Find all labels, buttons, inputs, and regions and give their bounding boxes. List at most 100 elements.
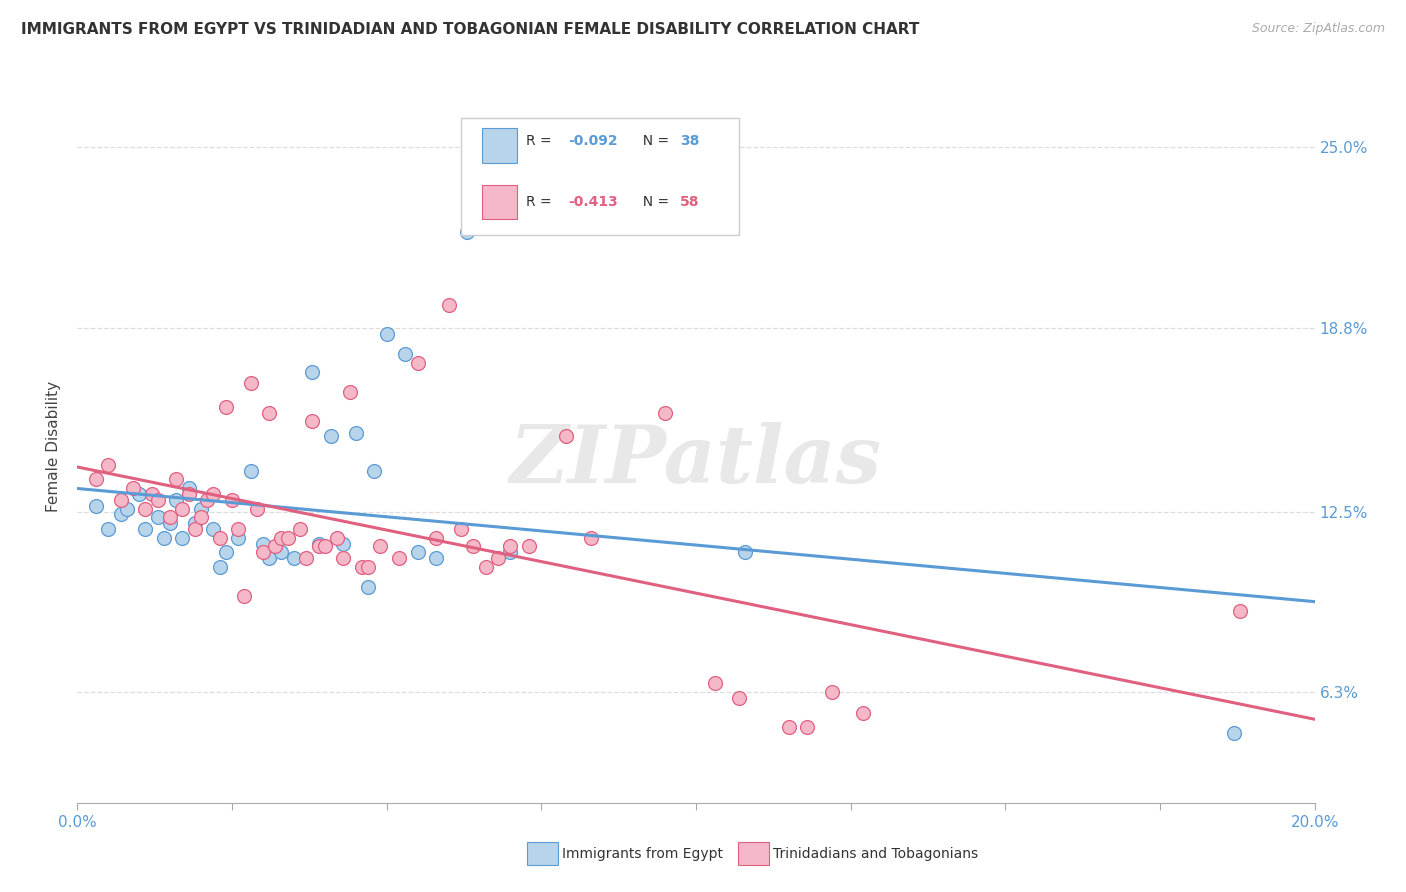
Point bbox=[110, 508, 132, 522]
Point bbox=[257, 405, 280, 419]
Point bbox=[821, 685, 844, 699]
Point bbox=[450, 522, 472, 536]
Point bbox=[319, 429, 342, 443]
Point bbox=[177, 481, 200, 495]
Text: R =: R = bbox=[526, 195, 557, 209]
Text: IMMIGRANTS FROM EGYPT VS TRINIDADIAN AND TOBAGONIAN FEMALE DISABILITY CORRELATIO: IMMIGRANTS FROM EGYPT VS TRINIDADIAN AND… bbox=[21, 22, 920, 37]
Point bbox=[215, 400, 238, 414]
Point bbox=[350, 560, 373, 574]
Point bbox=[264, 540, 287, 554]
Text: Trinidadians and Tobagonians: Trinidadians and Tobagonians bbox=[773, 847, 979, 861]
Point bbox=[226, 531, 249, 545]
Point bbox=[190, 501, 212, 516]
Point bbox=[190, 510, 212, 524]
Point bbox=[406, 356, 429, 370]
Point bbox=[332, 536, 354, 550]
Point bbox=[239, 464, 262, 478]
Point bbox=[456, 225, 478, 239]
Point bbox=[172, 501, 194, 516]
Point bbox=[852, 706, 875, 720]
Point bbox=[778, 720, 800, 734]
Point bbox=[165, 492, 187, 507]
Point bbox=[208, 560, 231, 574]
Point bbox=[165, 473, 187, 487]
Point bbox=[115, 501, 138, 516]
Point bbox=[84, 499, 107, 513]
Point bbox=[97, 458, 120, 472]
Text: N =: N = bbox=[634, 135, 673, 148]
Point bbox=[734, 545, 756, 559]
Point bbox=[463, 540, 485, 554]
Point bbox=[246, 501, 269, 516]
Point bbox=[128, 487, 150, 501]
Y-axis label: Female Disability: Female Disability bbox=[46, 380, 62, 512]
Point bbox=[159, 510, 181, 524]
Point bbox=[308, 540, 330, 554]
Point bbox=[215, 545, 238, 559]
Point bbox=[406, 545, 429, 559]
Point bbox=[202, 487, 225, 501]
Point bbox=[134, 522, 156, 536]
Text: ZIPatlas: ZIPatlas bbox=[510, 422, 882, 499]
Point bbox=[499, 540, 522, 554]
Text: Source: ZipAtlas.com: Source: ZipAtlas.com bbox=[1251, 22, 1385, 36]
Point bbox=[184, 522, 207, 536]
Point bbox=[208, 531, 231, 545]
Point bbox=[308, 536, 330, 550]
Point bbox=[474, 560, 496, 574]
Point bbox=[122, 481, 145, 495]
Point bbox=[295, 551, 318, 566]
Point bbox=[437, 298, 460, 312]
Point bbox=[301, 365, 323, 379]
FancyBboxPatch shape bbox=[461, 118, 740, 235]
Point bbox=[270, 545, 292, 559]
Point bbox=[252, 536, 274, 550]
Point bbox=[654, 405, 676, 419]
Point bbox=[555, 429, 578, 443]
Point bbox=[252, 545, 274, 559]
Point bbox=[425, 531, 447, 545]
Point bbox=[357, 560, 380, 574]
Point bbox=[84, 473, 107, 487]
Point bbox=[394, 347, 416, 361]
Point bbox=[195, 492, 218, 507]
Point bbox=[283, 551, 305, 566]
Point bbox=[425, 551, 447, 566]
Text: Immigrants from Egypt: Immigrants from Egypt bbox=[562, 847, 724, 861]
Point bbox=[1229, 603, 1251, 617]
Point bbox=[277, 531, 299, 545]
Text: -0.092: -0.092 bbox=[568, 135, 619, 148]
Point bbox=[339, 385, 361, 400]
Point bbox=[703, 676, 725, 690]
Point bbox=[134, 501, 156, 516]
Point bbox=[332, 551, 354, 566]
Text: 38: 38 bbox=[681, 135, 699, 148]
Text: N =: N = bbox=[634, 195, 673, 209]
Point bbox=[357, 580, 380, 594]
Point bbox=[177, 487, 200, 501]
Point bbox=[239, 376, 262, 391]
Point bbox=[388, 551, 411, 566]
Point bbox=[314, 540, 336, 554]
Point bbox=[172, 531, 194, 545]
Point bbox=[370, 540, 392, 554]
Point bbox=[270, 531, 292, 545]
Point bbox=[796, 720, 818, 734]
Point bbox=[233, 589, 256, 603]
Point bbox=[184, 516, 207, 531]
Point bbox=[159, 516, 181, 531]
Text: -0.413: -0.413 bbox=[568, 195, 619, 209]
Point bbox=[257, 551, 280, 566]
Point bbox=[344, 425, 367, 440]
Point bbox=[326, 531, 349, 545]
Point bbox=[153, 531, 176, 545]
Bar bbox=[482, 128, 516, 162]
Point bbox=[146, 492, 169, 507]
Text: 58: 58 bbox=[681, 195, 699, 209]
Point bbox=[579, 531, 602, 545]
Point bbox=[146, 510, 169, 524]
Point bbox=[517, 540, 540, 554]
Point bbox=[141, 487, 163, 501]
Point bbox=[202, 522, 225, 536]
Point bbox=[728, 690, 751, 705]
